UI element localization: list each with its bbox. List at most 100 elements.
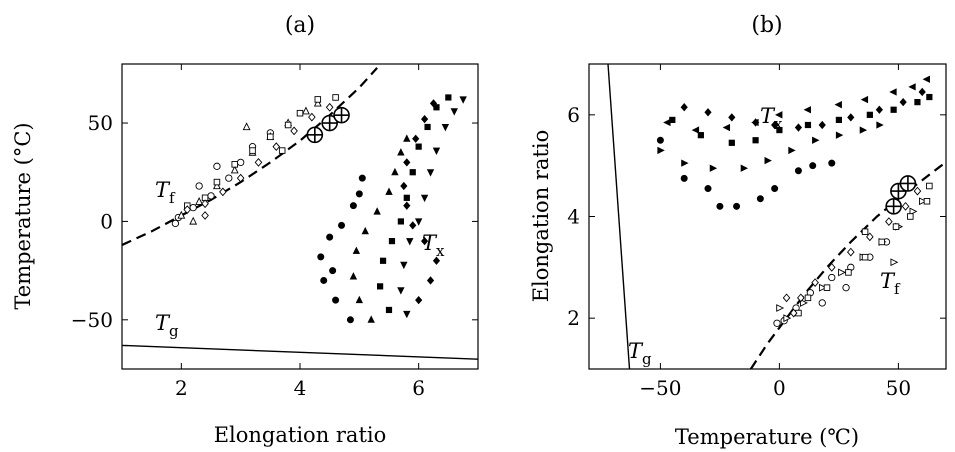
panel-b-point-circle-filled-6: [809, 162, 817, 170]
panel-a-point-diamond-filled-8: [412, 134, 420, 143]
panel-b-xtick-label-2: 50: [886, 376, 911, 400]
panel-a-point-square-open-1: [213, 178, 221, 186]
panel-b-point-circle-plus-large-2: [899, 175, 917, 192]
panel-b-point-circle-filled-9: [716, 202, 724, 210]
panel-a-curve-tg-1: [122, 344, 478, 360]
panel-b-point-diamond-filled-4: [771, 120, 779, 130]
panel-a-point-circle-filled-7: [358, 174, 366, 182]
panel-a-point-diamond-filled-5: [403, 201, 411, 210]
panel-a-point-square-filled-5: [403, 194, 410, 201]
panel-a-ytick-label-2: 50: [88, 111, 113, 135]
panel-a-point-triangle-filled-9: [403, 134, 411, 142]
panel-a-point-square-filled-3: [388, 237, 396, 245]
panel-b-point-triangle-left-filled-7: [860, 95, 869, 104]
panel-b-point-triangle-right-filled-7: [835, 131, 844, 139]
panel-a-point-circle-filled-8: [346, 316, 354, 324]
panel-b-point-square-open-1: [823, 284, 831, 291]
panel-a-point-triangle-down-filled-8: [441, 123, 450, 132]
panel-b-point-diamond-open-8: [913, 186, 922, 196]
panel-a-point-triangle-down-filled-10: [459, 96, 467, 104]
panel-b-point-circle-filled-0: [680, 174, 688, 182]
panel-a-point-square-open-3: [249, 147, 256, 154]
panel-a-point-triangle-filled-8: [397, 148, 405, 156]
panel-b-point-triangle-right-filled-0: [657, 146, 665, 155]
panel-b-point-diamond-filled-2: [728, 113, 736, 122]
panel-a-point-circle-filled-4: [338, 221, 346, 229]
panel-b-point-square-open-4: [878, 238, 885, 246]
panel-b-point-diamond-open-2: [811, 278, 819, 287]
panel-b-point-diamond-filled-7: [847, 113, 855, 122]
panel-b-point-circle-filled-7: [828, 159, 836, 167]
panel-b-point-diamond-open-6: [885, 217, 893, 226]
panel-a-point-diamond-open-6: [290, 126, 298, 136]
panel-a-annotation-tg: Tg: [155, 311, 179, 340]
panel-b-point-triangle-right-open-2: [819, 283, 827, 292]
panel-a-point-square-open-8: [332, 94, 339, 101]
panel-b-point-circle-open-3: [828, 273, 836, 282]
panel-a-point-diamond-open-3: [236, 173, 245, 183]
panel-b-point-triangle-right-filled-6: [812, 136, 820, 144]
panel-a-point-triangle-open-1: [195, 197, 204, 205]
panel-b-point-circle-filled-2: [733, 202, 741, 210]
panel-b-point-diamond-filled-10: [918, 87, 926, 97]
panel-b-point-diamond-open-7: [901, 201, 910, 211]
panel-a-point-triangle-open-8: [313, 98, 322, 107]
panel-b: (b) −50 0 50 2 4 6 Temperature (℃) Elongation ra…: [529, 13, 947, 449]
panel-b-point-triangle-right-filled-3: [740, 164, 749, 172]
panel-a-point-square-filled-6: [409, 169, 416, 176]
panel-a-point-circle-plus-large-1: [321, 114, 338, 132]
panel-b-point-square-open-2: [845, 269, 852, 276]
panel-b-curve-tf-0: [749, 161, 946, 369]
panel-b-annotation-tf: Tf: [880, 269, 901, 298]
panel-b-point-triangle-right-open-9: [776, 304, 785, 312]
panel-a-point-circle-open-1: [189, 203, 197, 212]
panel-b-point-circle-filled-4: [771, 185, 779, 193]
panel-b-point-square-open-3: [861, 253, 869, 261]
panel-b-point-circle-filled-5: [794, 167, 802, 175]
panel-a-point-diamond-filled-4: [409, 221, 417, 230]
panel-a-point-diamond-filled-10: [429, 99, 438, 108]
panel-b-point-square-open-10: [861, 228, 869, 235]
panel-a-xtick-label-0: 2: [175, 376, 188, 400]
panel-a-point-diamond-open-5: [272, 142, 281, 152]
panel-a-point-diamond-filled-3: [421, 236, 429, 246]
panel-a-point-diamond-open-4: [254, 157, 263, 167]
panel-a-point-square-open-10: [278, 147, 286, 154]
panel-a-point-triangle-down-filled-6: [426, 169, 435, 177]
panel-b-point-triangle-right-open-3: [838, 268, 846, 277]
panel-b-point-square-filled-7: [866, 111, 873, 118]
panel-b-point-square-filled-1: [697, 132, 704, 139]
panel-b-point-diamond-open-3: [827, 262, 836, 272]
panel-a-point-triangle-open-2: [213, 181, 221, 190]
panel-a-point-circle-filled-0: [332, 296, 340, 304]
panel-a-point-diamond-open-0: [183, 205, 192, 215]
panel-a-point-circle-plus-large-2: [333, 106, 350, 124]
panel-a-point-diamond-filled-2: [432, 256, 441, 265]
panel-a-point-diamond-open-1: [201, 199, 209, 209]
panel-b-annotation-tg: Tg: [628, 339, 652, 368]
panel-a-point-diamond-filled-9: [421, 114, 429, 124]
panel-a-point-triangle-open-0: [177, 210, 186, 219]
panel-b-point-triangle-left-filled-10: [922, 75, 930, 83]
panel-b-points: [656, 75, 933, 327]
panel-b-point-diamond-filled-0: [680, 103, 688, 112]
panel-a-points: [171, 94, 467, 324]
panel-a-ytick-label-0: −50: [71, 308, 113, 332]
panel-a-point-circle-filled-2: [317, 253, 325, 261]
panel-a-point-triangle-filled-3: [352, 246, 361, 254]
panel-b-point-square-filled-3: [752, 137, 759, 144]
panel-b-point-diamond-filled-5: [794, 123, 803, 132]
panel-a-point-triangle-down-filled-2: [400, 261, 408, 270]
panel-a-point-square-filled-0: [385, 306, 393, 314]
panel-a-point-circle-open-3: [225, 174, 233, 182]
panel-a-point-circle-filled-3: [326, 233, 334, 241]
panel-b-ytick-label-0: 2: [567, 306, 580, 330]
panel-b-point-triangle-left-filled-5: [803, 106, 811, 114]
panel-a-point-circle-filled-9: [329, 267, 337, 275]
panel-b-point-circle-filled-3: [756, 195, 764, 203]
panel-b-point-triangle-left-filled-1: [691, 126, 700, 134]
panel-a-point-square-filled-2: [379, 257, 387, 264]
panel-b-point-circle-plus-large-0: [885, 198, 902, 215]
panel-b-y-axis-label: Elongation ratio: [529, 130, 553, 303]
